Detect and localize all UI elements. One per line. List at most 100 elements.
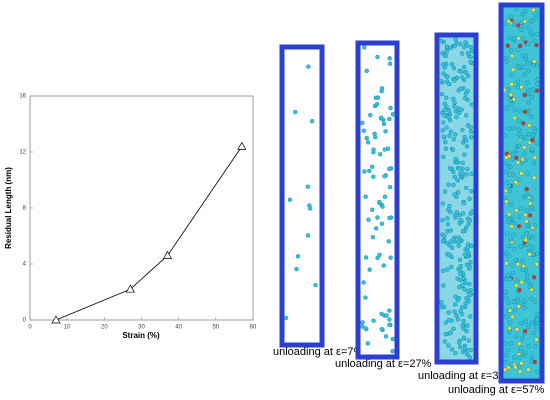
atom: [307, 206, 313, 211]
atom: [519, 336, 525, 341]
atom: [460, 171, 465, 176]
atom: [526, 87, 531, 93]
atom: [448, 228, 454, 233]
atom: [373, 95, 379, 101]
atom: [517, 64, 522, 70]
atom: [461, 200, 466, 206]
simulation-panel: [355, 40, 400, 360]
atom: [446, 310, 451, 315]
atom: [524, 208, 530, 213]
atom: [505, 347, 510, 353]
atom: [370, 164, 375, 169]
atom: [363, 326, 368, 331]
atom: [533, 299, 538, 304]
atom: [309, 118, 315, 124]
atom: [452, 174, 458, 180]
atom: [440, 217, 445, 223]
atom: [387, 56, 392, 61]
atom: [390, 349, 395, 354]
atom: [458, 86, 463, 92]
atom: [526, 41, 531, 46]
atom: [382, 174, 387, 179]
atom: [531, 161, 537, 166]
atom: [532, 38, 537, 43]
atom: [439, 299, 444, 305]
atom: [448, 330, 453, 335]
y-tick-label: 16: [19, 94, 26, 100]
atom: [446, 182, 451, 187]
atom: [535, 317, 540, 323]
atom: [503, 188, 509, 194]
atom: [514, 208, 519, 213]
atom: [457, 267, 463, 272]
atom: [459, 305, 465, 310]
atom: [387, 317, 392, 322]
atom: [380, 204, 385, 209]
atom: [507, 277, 513, 282]
atom: [527, 123, 532, 128]
panel-box: [279, 44, 325, 348]
atom: [513, 179, 518, 185]
atom: [527, 201, 533, 206]
atom: [521, 151, 527, 156]
atom: [455, 317, 461, 322]
atom: [465, 296, 471, 301]
atom: [465, 73, 471, 79]
atom: [469, 209, 475, 214]
atom: [469, 134, 474, 140]
atom: [509, 72, 514, 78]
atom: [461, 318, 466, 324]
atom: [283, 315, 289, 321]
atom: [520, 12, 525, 17]
atom: [517, 369, 523, 374]
atom: [287, 197, 293, 202]
atom: [509, 157, 515, 162]
atom: [446, 343, 451, 348]
atom: [504, 261, 509, 266]
atom: [452, 192, 457, 197]
atom: [467, 355, 473, 360]
atom: [382, 194, 388, 199]
atom: [451, 137, 457, 142]
atom: [535, 251, 540, 256]
atom: [527, 252, 532, 257]
atom: [443, 139, 448, 145]
atom: [441, 154, 446, 160]
atom: [364, 68, 369, 74]
atom: [451, 326, 456, 331]
atom: [453, 132, 458, 137]
atom: [454, 114, 459, 120]
atom: [524, 186, 529, 192]
atom: [452, 100, 457, 105]
atom: [383, 334, 389, 339]
y-tick-label: 8: [23, 206, 27, 212]
atom: [515, 79, 521, 85]
atom: [525, 242, 530, 247]
atom: [453, 302, 458, 307]
atom: [445, 240, 450, 246]
atom: [459, 51, 465, 56]
atom: [521, 65, 526, 70]
atom: [512, 115, 517, 121]
atom: [505, 180, 510, 185]
atom: [439, 91, 445, 97]
atom: [442, 189, 448, 194]
atom: [447, 81, 452, 87]
atom: [440, 239, 446, 244]
atom: [511, 232, 516, 237]
atom: [460, 127, 465, 133]
atom: [503, 341, 508, 346]
atom: [305, 233, 311, 238]
atom: [444, 49, 449, 54]
atom: [387, 166, 392, 172]
atom: [525, 171, 530, 176]
atom: [381, 117, 386, 123]
x-axis-label: Strain (%): [122, 331, 160, 340]
atom: [442, 65, 447, 70]
atom: [521, 121, 526, 126]
atom: [510, 152, 516, 157]
atom: [293, 109, 298, 115]
atom: [452, 104, 457, 109]
atom: [516, 47, 521, 52]
atom: [535, 31, 540, 37]
